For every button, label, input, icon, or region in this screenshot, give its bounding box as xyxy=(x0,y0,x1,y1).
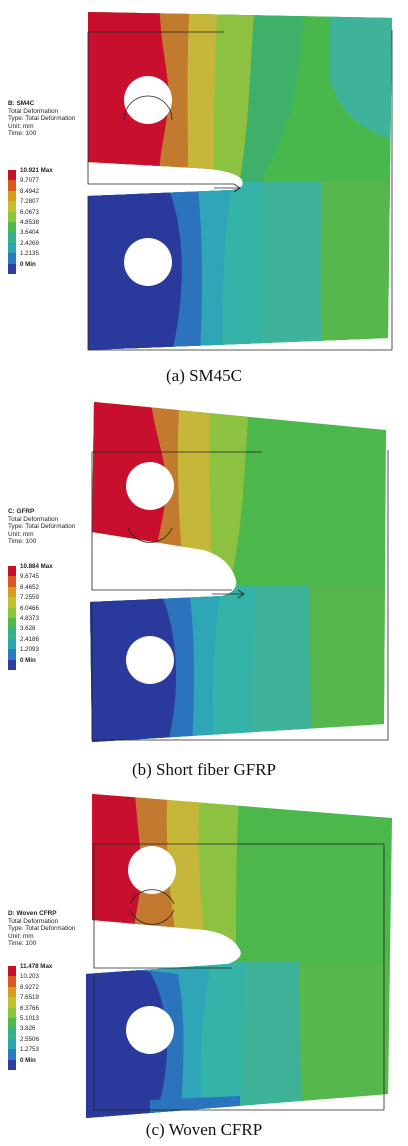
legend-level-a: 6.0673 xyxy=(20,208,39,216)
panel-b: C: GFRP Total Deformation Type: Total De… xyxy=(0,390,408,780)
result-unit-a: Unit: mm xyxy=(8,122,34,130)
result-name-c: Total Deformation xyxy=(8,917,59,925)
caption-b: (b) Short fiber GFRP xyxy=(131,760,277,779)
legend-level-c: 5.1013 xyxy=(20,1014,39,1022)
contour-plot-a xyxy=(87,12,393,351)
deformed-body-a xyxy=(88,12,392,350)
legend-min-c: 0 Min xyxy=(20,1056,36,1064)
legend-level-a: 7.2807 xyxy=(20,198,39,206)
legend-level-c: 3.826 xyxy=(20,1025,36,1033)
result-unit-b: Unit: mm xyxy=(8,530,34,538)
legend-level-c: 1.2753 xyxy=(20,1046,39,1054)
contour-plot-c xyxy=(86,794,392,1118)
legend-level-b: 4.8373 xyxy=(20,614,39,622)
hole-lower-c xyxy=(126,1006,174,1054)
info-block-b: C: GFRP Total Deformation Type: Total De… xyxy=(8,508,75,546)
result-name-b: Total Deformation xyxy=(8,515,59,523)
legend-level-a: 1.2135 xyxy=(20,250,39,258)
contour-plot-b xyxy=(90,402,389,742)
deformed-body-b xyxy=(90,402,386,742)
legend-level-c: 7.6519 xyxy=(20,994,39,1002)
undeformed-outline-b xyxy=(91,450,389,741)
hole-upper-c xyxy=(128,846,176,894)
result-type-a: Type: Total Deformation xyxy=(8,115,76,123)
model-title-b: C: GFRP xyxy=(8,508,35,515)
result-name-a: Total Deformation xyxy=(8,107,59,115)
deformed-body-c xyxy=(86,794,392,1118)
legend-level-b: 1.2093 xyxy=(20,646,39,654)
result-time-a: Time: 100 xyxy=(8,130,37,138)
legend-level-c: 6.3766 xyxy=(20,1004,39,1012)
legend-max-c: 11.478 Max xyxy=(20,963,53,970)
legend-level-a: 4.8538 xyxy=(20,218,39,226)
legend-level-b: 9.6745 xyxy=(20,573,39,581)
legend-level-b: 3.628 xyxy=(20,625,36,633)
hole-upper-a xyxy=(124,76,172,124)
legend-min-a: 0 Min xyxy=(20,260,36,268)
undeformed-outline-a xyxy=(87,30,393,351)
caption-a: (a) SM45C xyxy=(165,366,243,385)
result-unit-c: Unit: mm xyxy=(8,932,34,940)
model-title-a: B: SM4C xyxy=(8,100,35,107)
legend-level-a: 3.6404 xyxy=(20,229,39,237)
panel-a: B: SM4C Total Deformation Type: Total De… xyxy=(0,0,408,390)
hole-upper-b xyxy=(126,462,174,510)
legend-level-c: 10.203 xyxy=(20,973,39,981)
legend-level-b: 8.4652 xyxy=(20,583,39,591)
hole-lower-b xyxy=(126,636,174,684)
legend-level-c: 2.5506 xyxy=(20,1035,39,1043)
undeformed-outline-c xyxy=(93,843,385,1111)
legend-level-c: 8.9272 xyxy=(20,983,39,991)
result-type-c: Type: Total Deformation xyxy=(8,925,76,933)
caption-c: (c) Woven CFRP xyxy=(145,1120,263,1139)
result-type-b: Type: Total Deformation xyxy=(8,523,76,531)
model-title-c: D: Woven CFRP xyxy=(8,910,57,917)
info-block-a: B: SM4C Total Deformation Type: Total De… xyxy=(8,100,75,138)
legend-level-b: 6.0466 xyxy=(20,604,39,612)
legend-max-a: 10.921 Max xyxy=(20,167,53,174)
result-time-b: Time: 100 xyxy=(8,538,37,546)
legend-level-a: 9.7077 xyxy=(20,177,39,185)
info-block-c: D: Woven CFRP Total Deformation Type: To… xyxy=(8,910,75,948)
legend-max-b: 10.884 Max xyxy=(20,563,53,570)
legend-level-a: 8.4942 xyxy=(20,187,39,195)
legend-level-b: 2.4186 xyxy=(20,635,39,643)
legend-min-b: 0 Min xyxy=(20,656,36,664)
result-time-c: Time: 100 xyxy=(8,940,37,948)
hole-lower-a xyxy=(124,238,172,286)
panel-c: D: Woven CFRP Total Deformation Type: To… xyxy=(0,780,408,1146)
legend-level-b: 7.2559 xyxy=(20,594,39,602)
legend-level-a: 2.4269 xyxy=(20,239,39,247)
